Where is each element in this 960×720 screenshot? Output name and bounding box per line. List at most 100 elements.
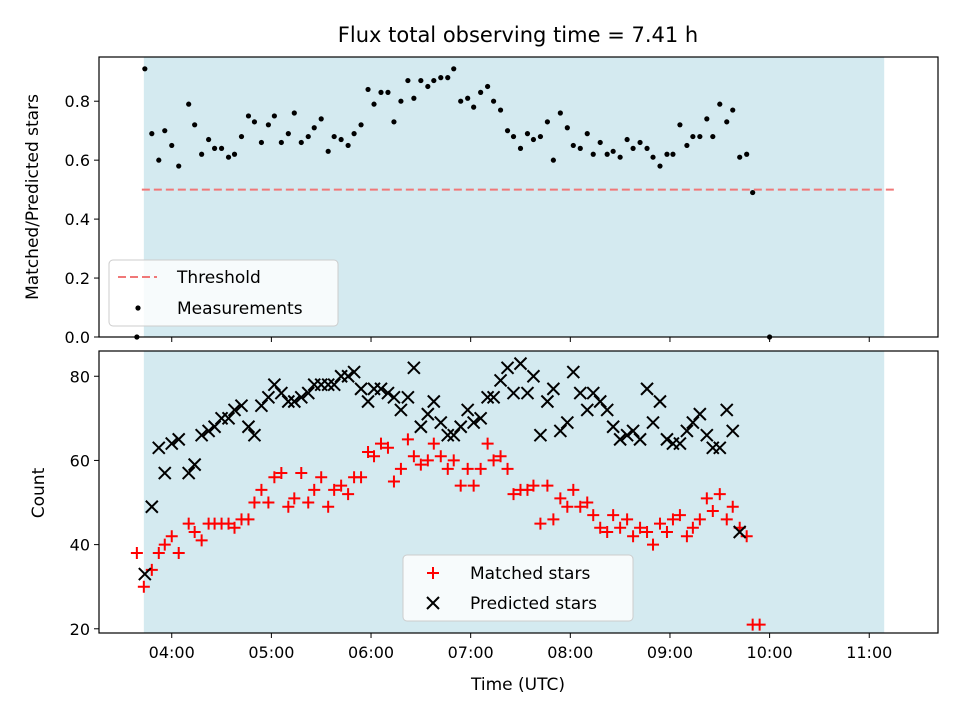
matched-star-point bbox=[130, 547, 143, 560]
matched-star-point bbox=[262, 496, 275, 509]
matched-star-point bbox=[607, 509, 620, 522]
measurement-point bbox=[331, 133, 337, 140]
predicted-star-point bbox=[560, 415, 575, 430]
measurement-point bbox=[750, 189, 756, 196]
matched-star-point bbox=[268, 471, 281, 484]
matched-star-point bbox=[527, 479, 540, 492]
predicted-star-point bbox=[294, 390, 308, 405]
predicted-star-point bbox=[187, 457, 202, 472]
measurement-point bbox=[577, 145, 583, 151]
matched-star-point bbox=[474, 462, 487, 475]
matched-star-point bbox=[248, 496, 261, 509]
matched-star-point bbox=[700, 492, 713, 505]
measurement-point bbox=[338, 136, 344, 143]
y-tick-label: 40 bbox=[70, 536, 90, 555]
measurement-point bbox=[644, 145, 650, 151]
measurement-point bbox=[345, 142, 351, 149]
predicted-star-point bbox=[354, 382, 368, 396]
measurement-point bbox=[537, 133, 544, 140]
predicted-star-point bbox=[633, 432, 647, 447]
predicted-star-point bbox=[227, 403, 242, 417]
predicted-star-point bbox=[626, 424, 640, 438]
matched-star-point bbox=[594, 521, 607, 534]
matched-star-point bbox=[534, 517, 547, 530]
matched-star-point bbox=[355, 471, 368, 484]
matched-star-point bbox=[601, 525, 614, 538]
matched-star-point bbox=[686, 521, 699, 534]
legend-predicted-label: Predicted stars bbox=[470, 594, 597, 614]
predicted-star-point bbox=[466, 415, 481, 430]
measurement-point bbox=[206, 136, 212, 143]
matched-star-point bbox=[188, 525, 201, 538]
measurement-point bbox=[311, 125, 317, 131]
legend-threshold-label: Threshold bbox=[176, 268, 261, 288]
matched-star-point bbox=[627, 530, 640, 543]
predicted-star-point bbox=[254, 399, 269, 413]
predicted-star-point bbox=[713, 441, 727, 455]
measurement-point bbox=[325, 148, 331, 154]
predicted-star-point bbox=[566, 365, 581, 379]
predicted-star-point bbox=[241, 420, 256, 434]
matched-star-point bbox=[137, 580, 150, 593]
measurement-point bbox=[291, 110, 297, 116]
measurement-point bbox=[630, 145, 636, 151]
measurement-point bbox=[411, 95, 417, 101]
y-tick-label: 0.4 bbox=[65, 210, 90, 229]
predicted-star-point bbox=[381, 386, 395, 400]
measurement-point bbox=[365, 86, 371, 93]
matched-star-point bbox=[182, 517, 195, 530]
predicted-star-point bbox=[680, 424, 694, 438]
measurement-point bbox=[371, 101, 377, 107]
predicted-star-point bbox=[201, 424, 216, 438]
matched-star-point bbox=[501, 462, 514, 475]
measurement-point bbox=[637, 139, 643, 146]
predicted-star-point bbox=[493, 373, 508, 388]
measurement-point bbox=[199, 151, 205, 157]
measurement-point bbox=[730, 107, 736, 113]
matched-star-point bbox=[614, 521, 627, 534]
measurement-point bbox=[451, 66, 457, 72]
matched-star-point bbox=[165, 530, 178, 543]
measurement-point bbox=[238, 133, 245, 140]
predicted-star-point bbox=[321, 377, 335, 392]
matched-star-point bbox=[302, 496, 315, 509]
matched-star-point bbox=[394, 462, 407, 475]
predicted-star-point bbox=[261, 390, 276, 405]
predicted-star-point bbox=[447, 428, 461, 442]
predicted-star-point bbox=[387, 390, 401, 405]
x-axis-label: Time (UTC) bbox=[470, 675, 565, 695]
matched-star-point bbox=[441, 462, 454, 475]
predicted-star-point bbox=[553, 424, 568, 438]
matched-star-point bbox=[547, 513, 560, 526]
measurement-point bbox=[590, 151, 596, 157]
measurement-point bbox=[278, 139, 284, 146]
measurement-point bbox=[617, 154, 623, 160]
measurement-point bbox=[664, 151, 670, 157]
measurement-point bbox=[690, 133, 696, 140]
predicted-star-point bbox=[506, 386, 521, 400]
measurement-point bbox=[358, 122, 364, 128]
predicted-star-point bbox=[686, 415, 700, 430]
x-tick-label: 08:00 bbox=[547, 643, 593, 662]
matched-star-point bbox=[414, 458, 427, 471]
measurement-point bbox=[162, 128, 168, 134]
top-x-ticks bbox=[171, 337, 870, 342]
measurement-point bbox=[265, 122, 271, 128]
measurement-point bbox=[465, 95, 471, 101]
matched-star-point bbox=[673, 509, 686, 522]
legend-matched-swatch bbox=[427, 567, 439, 579]
measurement-point bbox=[737, 154, 743, 160]
matched-star-point bbox=[706, 504, 719, 517]
matched-star-point bbox=[541, 479, 554, 492]
matched-star-point bbox=[720, 513, 733, 526]
measurement-point bbox=[485, 83, 491, 90]
predicted-star-point bbox=[726, 424, 740, 438]
matched-star-point bbox=[726, 500, 739, 513]
matched-star-point bbox=[328, 483, 341, 496]
matched-star-point bbox=[152, 547, 165, 560]
measurement-point bbox=[211, 145, 218, 151]
measurement-point bbox=[744, 151, 750, 157]
matched-star-point bbox=[641, 525, 654, 538]
matched-star-point bbox=[487, 454, 500, 467]
matched-star-point bbox=[172, 547, 185, 560]
